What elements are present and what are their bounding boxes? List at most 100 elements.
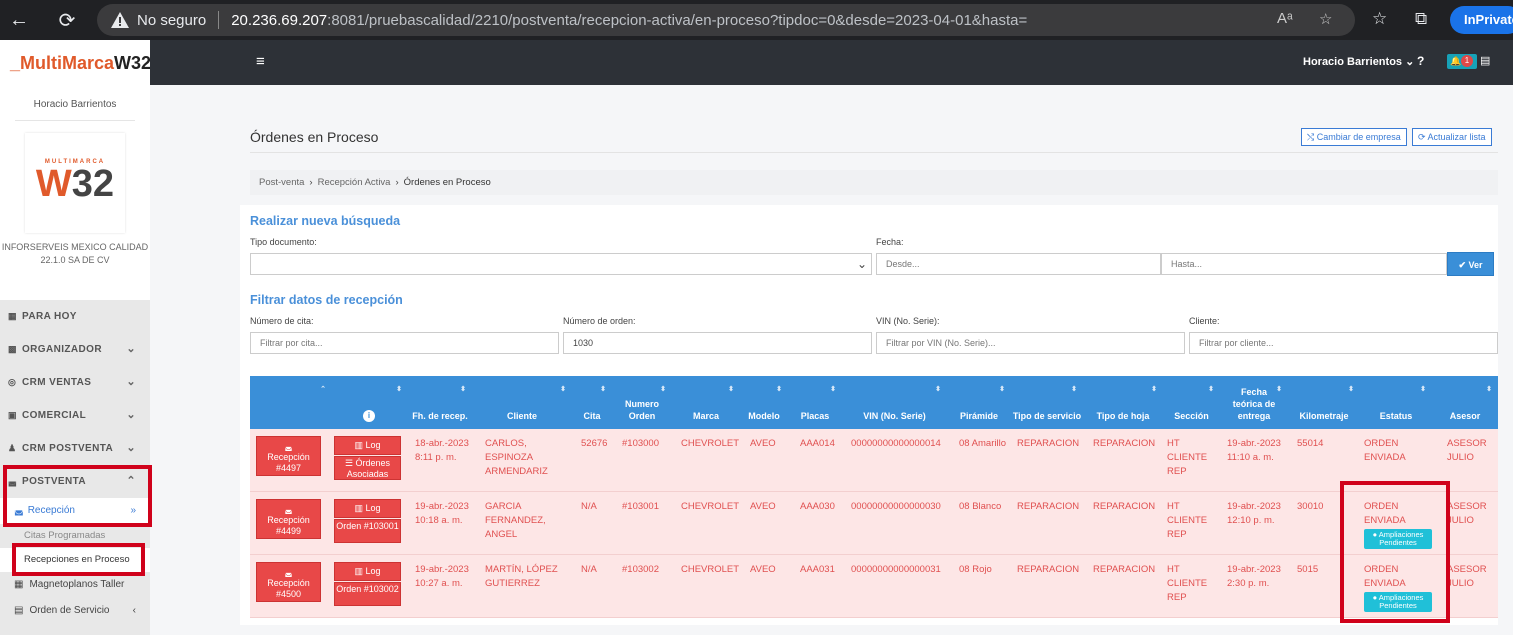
cell-fh: 19-abr.-2023 10:27 a. m. xyxy=(415,564,469,589)
cell-placas: AAA031 xyxy=(800,564,835,575)
cell-estatus: ORDEN ENVIADA xyxy=(1364,501,1406,526)
notification-count: 1 xyxy=(1461,55,1473,67)
cita-filter-input[interactable]: Filtrar por cita... xyxy=(250,332,559,354)
chevron-left-icon: ‹ xyxy=(132,605,136,616)
read-aloud-icon[interactable]: A͏ᵃ xyxy=(1277,10,1293,27)
collections-icon[interactable]: ⧉ xyxy=(1415,9,1428,28)
sidebar-user-name: Horacio Barrientos xyxy=(33,99,117,110)
col-header-fecha-teorica[interactable]: ⬍ Fecha teórica de entrega xyxy=(1232,386,1282,421)
col-header-marca[interactable]: ⬍ Marca xyxy=(692,386,734,421)
cell-vin: 00000000000000031 xyxy=(851,564,941,575)
inprivate-badge[interactable]: InPrivate xyxy=(1450,6,1513,34)
back-icon[interactable]: ← xyxy=(9,8,29,31)
fecha-label: Fecha: xyxy=(876,237,904,247)
clipboard-icon[interactable]: ▤ xyxy=(1480,55,1491,67)
col-header-tipo-hoja[interactable]: ⬍ Tipo de hoja xyxy=(1096,386,1157,421)
car-icon: ◛ xyxy=(284,505,293,514)
sort-icon: ⬍ xyxy=(935,386,941,393)
cell-placas: AAA030 xyxy=(800,501,835,512)
user-menu[interactable]: Horacio Barrientos ⌄ xyxy=(1303,56,1415,68)
add-favorite-icon[interactable]: ☆ xyxy=(1319,11,1333,28)
warning-icon xyxy=(111,12,129,28)
orden-button[interactable]: Orden #103001 xyxy=(334,519,401,543)
col-header-cliente[interactable]: ⬍ Cliente xyxy=(506,386,566,421)
sidebar-item-organizador[interactable]: ▩ ORGANIZADOR ⌄ xyxy=(0,333,150,366)
sidebar-item-comercial[interactable]: ▣ COMERCIAL ⌄ xyxy=(0,399,150,432)
ampliaciones-pendientes-badge[interactable]: ● Ampliaciones Pendientes xyxy=(1364,592,1432,612)
sidebar-item-magnetoplanos[interactable]: ▦ Magnetoplanos Taller xyxy=(14,579,125,590)
col-header-placas[interactable]: ⬍ Placas xyxy=(800,386,836,421)
breadcrumb-postventa[interactable]: Post-venta xyxy=(259,177,305,188)
vin-filter-input[interactable]: Filtrar por VIN (No. Serie)... xyxy=(876,332,1185,354)
cell-cita: N/A xyxy=(581,501,597,512)
sidebar-item-recepcion[interactable]: ◛ Recepción» xyxy=(0,498,150,524)
cell-tipo-hoja: REPARACION xyxy=(1093,564,1156,575)
cell-tipo-hoja: REPARACION xyxy=(1093,501,1156,512)
col-header-cita[interactable]: ⬍ Cita xyxy=(583,386,606,421)
sidebar-item-crm-postventa[interactable]: ♟ CRM POSTVENTA ⌄ xyxy=(0,432,150,465)
actualizar-lista-button[interactable]: ⟳ Actualizar lista xyxy=(1412,128,1492,146)
cell-piramide: 08 Amarillo xyxy=(959,438,1006,449)
col-header-asesor[interactable]: ⬍ Asesor xyxy=(1449,386,1492,421)
company-logo: MULTIMARCA W32 xyxy=(25,133,125,233)
recepcion-button[interactable]: ◛ Recepción #4499 xyxy=(256,499,321,539)
recepcion-button[interactable]: ◛ Recepción #4497 xyxy=(256,436,321,476)
col-header-numero[interactable]: ⬍ Numero Orden xyxy=(624,386,666,421)
hamburger-icon[interactable]: ≡ xyxy=(256,53,265,70)
app-logo[interactable]: _MultiMarcaW32 xyxy=(0,40,151,85)
col-header-vin[interactable]: ⬍ VIN (No. Serie) xyxy=(863,386,941,421)
trash-icon: ▥ xyxy=(354,440,366,450)
cell-asesor: ASESOR JULIO xyxy=(1447,564,1487,589)
ampliaciones-pendientes-badge[interactable]: ● Ampliaciones Pendientes xyxy=(1364,529,1432,549)
chat-icon: ● xyxy=(1372,530,1379,539)
col-header-info[interactable]: ⬍ i xyxy=(330,376,408,429)
col-header-modelo[interactable]: ⬍ Modelo xyxy=(748,386,782,421)
sidebar-item-citas-programadas[interactable]: Citas Programadas xyxy=(24,530,106,541)
orden-filter-input[interactable]: 1030 xyxy=(563,332,872,354)
sidebar-item-orden-servicio[interactable]: ▤ Orden de Servicio ‹ xyxy=(0,598,150,624)
sort-icon: ⬍ xyxy=(1151,386,1157,393)
log-button[interactable]: ▥ Log xyxy=(334,499,401,518)
tipo-documento-select[interactable]: ⌄ xyxy=(250,253,872,275)
ordenes-asociadas-button[interactable]: ☰ Órdenes Asociadas xyxy=(334,456,401,480)
log-button[interactable]: ▥ Log xyxy=(334,436,401,455)
cell-numero: #103001 xyxy=(622,501,659,512)
col-header-estatus[interactable]: ⬍ Estatus xyxy=(1379,386,1426,421)
cambiar-empresa-button[interactable]: ⤭ Cambiar de empresa xyxy=(1301,128,1407,146)
car-icon: ◛ xyxy=(14,505,24,516)
chevron-double-down-icon: » xyxy=(130,505,136,516)
address-bar[interactable]: No seguro 20.236.69.207 :8081/pruebascal… xyxy=(97,4,1355,36)
help-icon[interactable]: ? xyxy=(1417,54,1425,68)
sidebar-item-recepciones-en-proceso[interactable]: Recepciones en Proceso xyxy=(0,548,150,572)
col-header-tipo-servicio[interactable]: ⬍ Tipo de servicio xyxy=(1012,386,1082,421)
ver-button[interactable]: ✔ Ver xyxy=(1447,252,1494,276)
col-header-seccion[interactable]: ⬍ Sección xyxy=(1174,386,1214,421)
favorites-icon[interactable]: ☆ xyxy=(1372,9,1388,28)
highlight-box-estatus xyxy=(1340,481,1450,623)
notifications-button[interactable]: 🔔 1 xyxy=(1447,54,1477,69)
log-button[interactable]: ▥ Log xyxy=(334,562,401,581)
company-name-line2: 22.1.0 SA DE CV xyxy=(40,255,110,265)
col-header-km[interactable]: ⬍ Kilometraje xyxy=(1299,386,1354,421)
cliente-filter-input[interactable]: Filtrar por cliente... xyxy=(1189,332,1498,354)
sort-icon: ⬍ xyxy=(1348,386,1354,393)
sidebar-item-postventa[interactable]: ◛ POSTVENTA ⌃ xyxy=(0,465,150,498)
url-host: 20.236.69.207 xyxy=(231,11,328,29)
fecha-hasta-input[interactable]: Hasta... xyxy=(1161,253,1447,275)
col-header-recepcion[interactable]: ⌃ xyxy=(250,376,330,429)
chevron-down-icon: ⌄ xyxy=(126,409,136,421)
cell-vin: 00000000000000014 xyxy=(851,438,941,449)
breadcrumb-recepcion-activa[interactable]: Recepción Activa xyxy=(317,177,391,188)
recepcion-button[interactable]: ◛ Recepción #4500 xyxy=(256,562,321,602)
col-header-piramide[interactable]: ⬍ Pirámide xyxy=(959,386,1005,421)
fecha-desde-input[interactable]: Desde... xyxy=(876,253,1161,275)
cell-cliente: MARTÍN, LÓPEZ GUTIERREZ xyxy=(485,564,558,589)
browser-toolbar: ← ⟳ No seguro 20.236.69.207 :8081/prueba… xyxy=(0,0,1513,40)
refresh-icon[interactable]: ⟳ xyxy=(58,9,76,32)
orden-button[interactable]: Orden #103002 xyxy=(334,582,401,606)
cell-cliente: CARLOS, ESPINOZA ARMENDARIZ xyxy=(485,438,548,477)
col-header-fh[interactable]: ⬍ Fh. de recep. xyxy=(412,386,468,421)
sidebar-item-para-hoy[interactable]: ▦ PARA HOY xyxy=(0,300,150,333)
sidebar-item-crm-ventas[interactable]: ◎ CRM VENTAS ⌄ xyxy=(0,366,150,399)
cell-marca: CHEVROLET xyxy=(681,438,740,449)
